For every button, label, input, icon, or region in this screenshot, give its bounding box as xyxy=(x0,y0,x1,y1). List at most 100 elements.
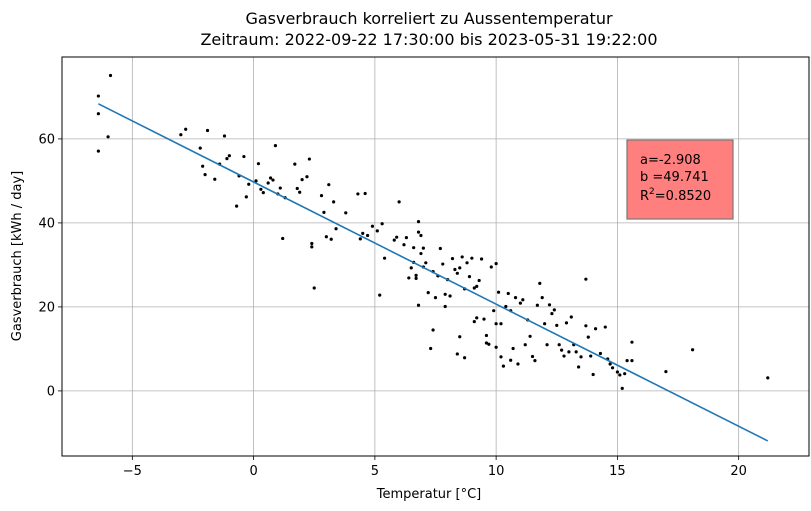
data-point-126 xyxy=(511,346,515,351)
data-point-173 xyxy=(664,369,668,374)
data-point-125 xyxy=(509,358,513,362)
data-point-148 xyxy=(564,321,569,325)
data-point-71 xyxy=(416,220,421,224)
data-point-164 xyxy=(608,362,612,366)
data-point-128 xyxy=(516,362,520,366)
data-point-169 xyxy=(623,372,627,376)
data-point-109 xyxy=(482,317,486,321)
data-point-115 xyxy=(494,262,498,266)
data-point-19 xyxy=(244,195,248,199)
data-point-153 xyxy=(576,365,581,369)
data-point-138 xyxy=(540,296,544,300)
data-point-94 xyxy=(455,271,459,275)
data-point-78 xyxy=(424,261,428,265)
data-point-4 xyxy=(106,135,110,139)
data-point-65 xyxy=(407,276,411,280)
data-point-143 xyxy=(552,308,556,312)
data-point-175 xyxy=(766,376,770,380)
data-point-156 xyxy=(584,324,588,328)
data-point-141 xyxy=(547,303,552,307)
data-point-118 xyxy=(496,290,501,294)
data-point-85 xyxy=(438,246,442,251)
data-point-43 xyxy=(322,210,326,214)
data-point-104 xyxy=(472,320,476,324)
data-point-46 xyxy=(329,237,333,241)
data-point-47 xyxy=(332,200,336,204)
data-point-79 xyxy=(426,291,430,295)
data-point-103 xyxy=(472,286,476,290)
data-point-102 xyxy=(470,256,474,260)
data-point-45 xyxy=(327,183,331,187)
data-point-35 xyxy=(298,190,302,194)
data-point-161 xyxy=(598,351,603,356)
data-point-162 xyxy=(603,325,607,329)
data-point-53 xyxy=(363,191,367,196)
data-point-83 xyxy=(433,296,438,300)
data-point-37 xyxy=(305,175,309,179)
data-point-80 xyxy=(429,346,433,351)
data-point-39 xyxy=(310,245,314,249)
data-point-90 xyxy=(448,294,452,298)
y-tick-label-1: 20 xyxy=(38,300,55,315)
data-point-6 xyxy=(184,127,188,131)
data-point-40 xyxy=(310,241,314,246)
data-point-69 xyxy=(414,273,418,277)
data-point-59 xyxy=(382,256,387,260)
data-point-145 xyxy=(557,343,561,347)
data-point-31 xyxy=(281,236,285,241)
data-point-38 xyxy=(307,157,311,161)
data-point-154 xyxy=(579,355,583,359)
x-tick-label-1: 0 xyxy=(249,464,257,479)
y-axis-label: Gasverbrauch [kWh / day] xyxy=(10,171,25,342)
data-point-122 xyxy=(504,304,508,309)
data-point-149 xyxy=(567,350,571,354)
data-point-13 xyxy=(222,134,227,138)
data-point-72 xyxy=(416,230,421,234)
data-point-86 xyxy=(441,262,445,266)
data-point-28 xyxy=(273,144,278,148)
data-point-110 xyxy=(484,333,489,338)
data-point-119 xyxy=(499,355,503,359)
data-point-146 xyxy=(560,348,564,352)
data-point-157 xyxy=(586,335,590,339)
data-point-22 xyxy=(256,162,261,166)
data-point-113 xyxy=(489,265,493,269)
chart-title-line2: Zeitraum: 2022-09-22 17:30:00 bis 2023-0… xyxy=(200,30,657,49)
y-axis-ticks: 0 20 40 60 xyxy=(38,132,62,399)
data-point-88 xyxy=(443,304,447,309)
data-point-96 xyxy=(458,266,462,270)
data-point-2 xyxy=(96,149,100,153)
data-point-34 xyxy=(295,186,299,191)
data-point-15 xyxy=(227,154,231,158)
data-point-144 xyxy=(555,323,559,327)
data-point-36 xyxy=(300,178,304,182)
data-point-171 xyxy=(630,359,634,363)
y-tick-label-2: 40 xyxy=(38,216,55,231)
x-tick-label-2: 5 xyxy=(371,464,379,479)
data-point-27 xyxy=(271,178,275,182)
data-point-105 xyxy=(475,284,479,288)
data-point-91 xyxy=(450,257,455,261)
data-point-70 xyxy=(414,276,418,280)
data-point-66 xyxy=(409,266,413,270)
data-point-140 xyxy=(545,343,549,347)
annotation-r2-value: =0.8520 xyxy=(655,189,711,204)
data-point-75 xyxy=(419,251,423,256)
x-tick-label-4: 15 xyxy=(609,464,626,479)
data-point-21 xyxy=(254,179,258,183)
data-point-150 xyxy=(569,315,573,319)
data-point-8 xyxy=(201,164,205,168)
data-point-172 xyxy=(630,340,634,344)
data-point-165 xyxy=(610,366,615,370)
annotation-box-background xyxy=(626,139,734,220)
data-point-5 xyxy=(179,133,183,137)
data-point-95 xyxy=(458,335,462,339)
data-point-167 xyxy=(618,373,622,377)
data-point-49 xyxy=(344,211,348,215)
data-point-120 xyxy=(499,322,503,326)
data-point-152 xyxy=(574,350,578,354)
data-point-25 xyxy=(266,181,270,185)
data-point-159 xyxy=(591,372,595,377)
